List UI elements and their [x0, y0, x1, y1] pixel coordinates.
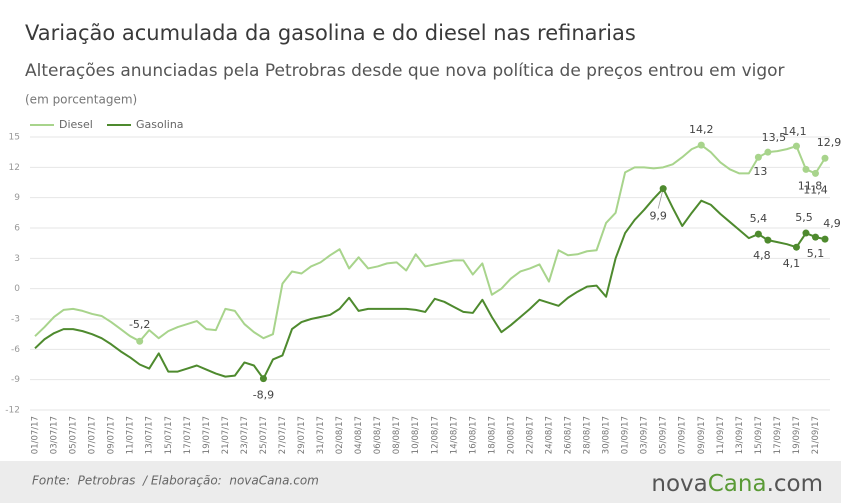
x-tick-label: 14/08/17	[449, 416, 459, 454]
x-tick-label: 11/07/17	[126, 416, 136, 454]
chart-subtitle: Alterações anunciadas pela Petrobras des…	[25, 61, 785, 81]
footer-bar	[0, 461, 841, 503]
data-point	[754, 153, 762, 161]
legend-label: Gasolina	[136, 118, 184, 131]
data-point	[697, 141, 705, 149]
data-point	[811, 233, 819, 241]
x-tick-label: 22/08/17	[525, 416, 535, 454]
data-point	[802, 229, 810, 237]
x-tick-label: 02/08/17	[335, 416, 345, 454]
x-tick-label: 09/07/17	[107, 416, 117, 454]
x-tick-label: 25/07/17	[259, 416, 269, 454]
series-line	[34, 144, 826, 343]
data-label: 12,9	[817, 136, 841, 149]
data-label: 11,8	[798, 179, 823, 192]
logo: novaCana.com	[651, 471, 823, 497]
data-point	[792, 142, 800, 150]
x-tick-label: 29/07/17	[297, 416, 307, 454]
x-tick-label: 06/08/17	[373, 416, 383, 454]
data-label: 13,5	[762, 131, 787, 144]
data-label: -8,9	[253, 389, 274, 402]
data-label: 9,9	[649, 210, 667, 223]
series-line	[34, 187, 826, 380]
x-tick-label: 05/07/17	[69, 416, 79, 454]
x-tick-label: 12/08/17	[430, 416, 440, 454]
x-tick-label: 13/09/17	[735, 416, 745, 454]
x-tick-label: 10/08/17	[411, 416, 421, 454]
x-tick-label: 20/08/17	[506, 416, 516, 454]
logo-part: .com	[767, 471, 823, 497]
data-label: 14,2	[689, 123, 714, 136]
y-tick-label: 0	[14, 284, 20, 294]
y-tick-label: 6	[14, 224, 20, 234]
y-tick-label: 3	[14, 254, 20, 264]
data-point	[811, 169, 819, 177]
logo-part: Cana	[708, 471, 767, 497]
data-point	[792, 243, 800, 251]
x-tick-label: 15/07/17	[164, 416, 174, 454]
data-label: 4,8	[753, 249, 771, 262]
data-point	[802, 165, 810, 173]
data-label: 14,1	[782, 125, 807, 138]
x-tick-label: 03/09/17	[640, 416, 650, 454]
source-note: Fonte: Petrobras / Elaboração: novaCana.…	[32, 474, 319, 488]
x-tick-label: 23/07/17	[240, 416, 250, 454]
data-point	[764, 236, 772, 244]
x-tick-label: 05/09/17	[659, 416, 669, 454]
data-point	[821, 154, 829, 162]
data-label: 13	[753, 165, 767, 178]
data-point	[754, 230, 762, 238]
x-tick-label: 04/08/17	[354, 416, 364, 454]
x-tick-label: 07/09/17	[678, 416, 688, 454]
data-point	[259, 375, 267, 383]
x-tick-label: 24/08/17	[544, 416, 554, 454]
x-tick-label: 09/09/17	[697, 416, 707, 454]
x-tick-label: 15/09/17	[754, 416, 764, 454]
legend-label: Diesel	[59, 118, 93, 131]
x-tick-label: 11/09/17	[716, 416, 726, 454]
x-tick-label: 01/09/17	[621, 416, 631, 454]
y-tick-label: 15	[9, 133, 20, 143]
x-tick-label: 16/08/17	[468, 416, 478, 454]
x-tick-label: 31/07/17	[316, 416, 326, 454]
x-tick-label: 17/09/17	[773, 416, 783, 454]
data-point	[764, 148, 772, 156]
x-tick-label: 28/08/17	[583, 416, 593, 454]
data-point	[659, 185, 667, 193]
data-label: 4,1	[783, 257, 801, 270]
y-tick-label: -3	[11, 315, 20, 325]
y-tick-label: 12	[9, 163, 20, 173]
logo-part: nova	[651, 471, 707, 497]
y-tick-label: -6	[11, 345, 20, 355]
data-label: -5,2	[129, 318, 150, 331]
x-tick-label: 21/09/17	[811, 416, 821, 454]
x-tick-label: 19/09/17	[792, 416, 802, 454]
data-label: 11,4	[803, 183, 828, 196]
data-point	[136, 337, 144, 345]
x-tick-label: 07/07/17	[88, 416, 98, 454]
y-tick-label: -12	[5, 406, 20, 416]
unit-note: (em porcentagem)	[25, 93, 137, 107]
x-tick-label: 19/07/17	[202, 416, 212, 454]
x-tick-label: 30/08/17	[602, 416, 612, 454]
x-tick-label: 26/08/17	[564, 416, 574, 454]
x-tick-label: 03/07/17	[50, 416, 60, 454]
data-point	[821, 235, 829, 243]
y-tick-label: -9	[11, 375, 20, 385]
y-tick-label: 9	[14, 193, 20, 203]
chart-title: Variação acumulada da gasolina e do dies…	[25, 21, 636, 45]
x-tick-label: 17/07/17	[183, 416, 193, 454]
data-label: 5,4	[750, 212, 768, 225]
x-tick-label: 21/07/17	[221, 416, 231, 454]
x-tick-label: 27/07/17	[278, 416, 288, 454]
data-label: 5,5	[795, 211, 813, 224]
x-tick-label: 01/07/17	[31, 416, 41, 454]
data-label: 5,1	[807, 247, 825, 260]
x-tick-label: 13/07/17	[145, 416, 155, 454]
x-tick-label: 08/08/17	[392, 416, 402, 454]
x-tick-label: 18/08/17	[487, 416, 497, 454]
data-label: 4,9	[823, 217, 841, 230]
